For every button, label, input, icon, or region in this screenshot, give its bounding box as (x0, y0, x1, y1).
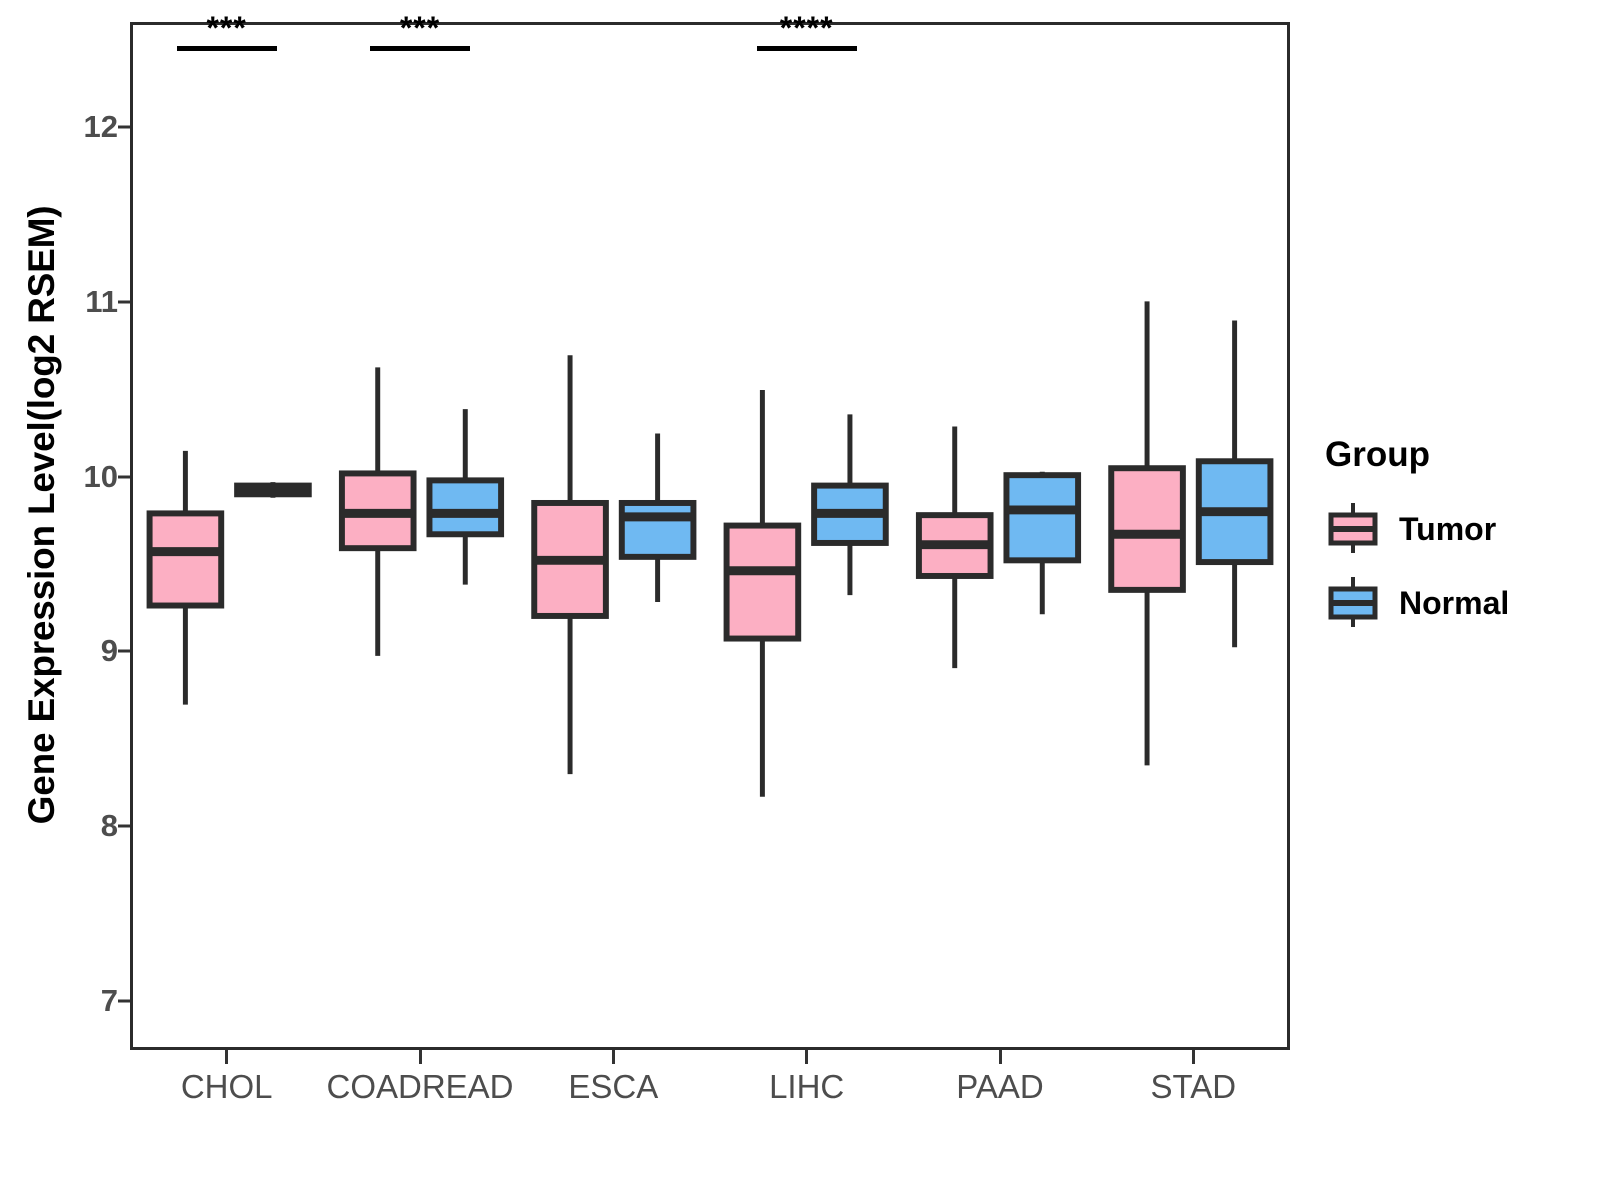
boxplot-normal-paad (1003, 471, 1082, 615)
y-tick-mark (118, 475, 130, 479)
x-tick-label: PAAD (956, 1068, 1044, 1105)
x-tick-label: STAD (1150, 1068, 1237, 1105)
legend-entries: Tumor Normal (1325, 501, 1585, 631)
box-rect (146, 510, 225, 609)
legend-label: Normal (1399, 584, 1510, 621)
boxplot-canvas (146, 301, 1274, 797)
legend-swatch-normal (1325, 575, 1381, 631)
legend-swatch-tumor (1325, 501, 1381, 557)
legend-entry-normal[interactable]: Normal (1325, 575, 1585, 631)
boxplot-normal-chol (234, 482, 312, 498)
x-tick-label: CHOL (180, 1068, 273, 1105)
boxplot-normal-lihc (811, 414, 889, 596)
box-rect (1108, 465, 1186, 593)
significance-label: **** (779, 10, 834, 47)
box-rect (723, 522, 802, 642)
y-tick-label: 10 (83, 458, 118, 494)
significance-bar (176, 46, 277, 52)
boxplot-normal-esca (618, 433, 697, 603)
x-tick-mark (418, 1050, 422, 1064)
significance-label: *** (399, 10, 441, 47)
boxplot-normal-stad (1195, 320, 1274, 648)
x-tick-mark (998, 1050, 1002, 1064)
boxplot-tumor-lihc (723, 389, 802, 797)
legend-title: Group (1325, 435, 1430, 474)
box-rect (1003, 472, 1082, 564)
plot-panel (130, 22, 1290, 1050)
y-tick-label: 11 (85, 283, 118, 319)
legend-entry-tumor[interactable]: Tumor (1325, 501, 1585, 557)
legend-label: Tumor (1399, 510, 1497, 547)
x-tick-mark (225, 1050, 229, 1064)
boxplot-tumor-paad (915, 426, 994, 669)
y-tick-label: 7 (100, 983, 118, 1019)
significance-bar (370, 46, 470, 52)
boxplot-normal-coadread (426, 409, 505, 585)
boxplot-tumor-chol (146, 450, 225, 705)
x-tick-label: COADREAD (326, 1068, 514, 1105)
y-tick-mark (118, 649, 130, 653)
x-tick-mark (611, 1050, 615, 1064)
boxplot-tumor-stad (1108, 301, 1186, 766)
x-tick-mark (1191, 1050, 1195, 1064)
y-tick-mark (118, 824, 130, 828)
y-tick-label: 9 (100, 633, 118, 669)
y-tick-label: 12 (83, 108, 118, 144)
y-tick-mark (118, 999, 130, 1003)
box-rect (426, 477, 505, 538)
y-tick-mark (118, 300, 130, 304)
box-rect (618, 499, 697, 560)
legend: Group Tumor Normal (1325, 435, 1585, 649)
y-axis-ticks: 7 8 9 10 11 12 (60, 0, 118, 1200)
significance-label: *** (206, 10, 247, 47)
x-tick-mark (805, 1050, 809, 1064)
y-tick-mark (118, 125, 130, 129)
boxplot-tumor-coadread (338, 367, 417, 656)
x-tick-label: LIHC (769, 1068, 845, 1105)
y-tick-label: 8 (100, 808, 118, 844)
x-tick-label: ESCA (568, 1068, 659, 1105)
significance-bar (756, 46, 857, 52)
boxplot-tumor-esca (531, 355, 609, 775)
